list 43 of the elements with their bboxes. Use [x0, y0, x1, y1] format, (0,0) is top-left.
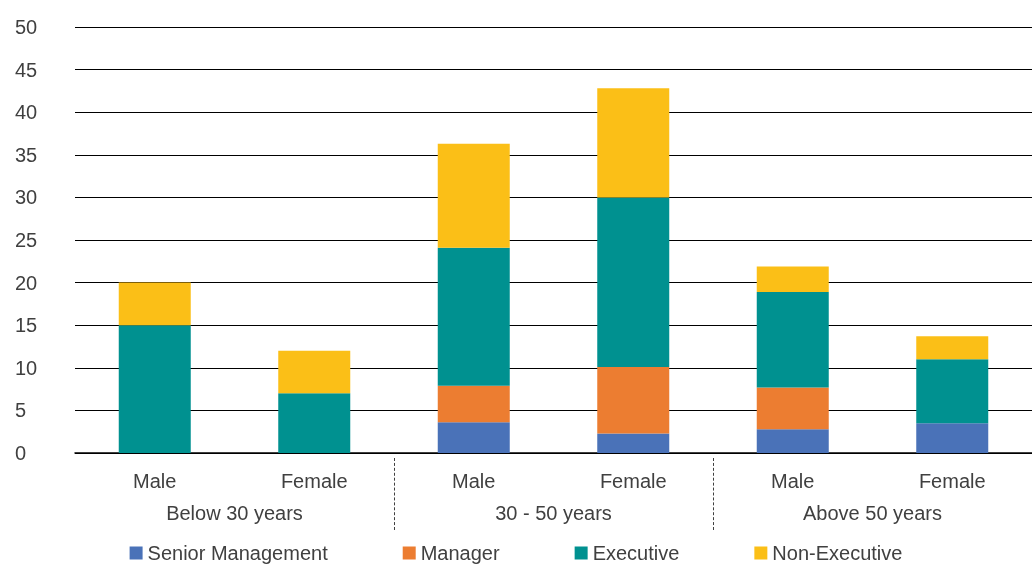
bar — [916, 359, 989, 424]
y-tick-label: 30 — [15, 186, 38, 209]
bar — [437, 422, 510, 453]
text: Below 30 years — [166, 502, 303, 524]
y-tick-label: 20 — [15, 271, 38, 294]
legend-label: Senior Management — [147, 542, 329, 564]
text: Above 50 years — [803, 502, 942, 524]
x-tick-label: Female — [280, 470, 348, 492]
legend-label: Non-Executive — [772, 542, 903, 564]
y-tick-label: 0 — [15, 442, 27, 464]
legend-label: Executive — [592, 542, 680, 564]
bar — [756, 266, 829, 292]
y-tick-label: 35 — [15, 143, 38, 166]
x-tick-label: Female — [599, 470, 667, 492]
text: 30 - 50 years — [495, 502, 612, 524]
bar — [597, 433, 670, 453]
x-tick-label: Male — [452, 470, 496, 492]
x-tick-label: Male — [771, 470, 815, 492]
bar — [756, 291, 829, 388]
bar — [437, 143, 510, 248]
bar — [916, 336, 989, 360]
bar — [437, 385, 510, 423]
x-tick-label: Male — [133, 470, 177, 492]
bar — [437, 247, 510, 386]
x-tick-label: Female — [918, 470, 986, 492]
y-tick-label: 25 — [15, 229, 38, 251]
legend-label: Manager — [420, 542, 500, 564]
bar — [118, 325, 191, 453]
bar — [278, 393, 351, 453]
y-tick-label: 40 — [15, 101, 38, 124]
bar — [597, 366, 670, 434]
bar — [597, 88, 670, 198]
bar — [916, 423, 989, 453]
y-tick-label: 50 — [15, 16, 38, 38]
bar — [278, 350, 351, 394]
y-tick-label: 10 — [15, 356, 38, 379]
bar — [756, 387, 829, 430]
y-tick-label: 15 — [15, 314, 38, 337]
bar — [118, 282, 191, 326]
bar — [756, 429, 829, 453]
y-tick-label: 45 — [15, 58, 38, 81]
y-tick-label: 5 — [15, 399, 27, 422]
bar — [597, 197, 670, 367]
